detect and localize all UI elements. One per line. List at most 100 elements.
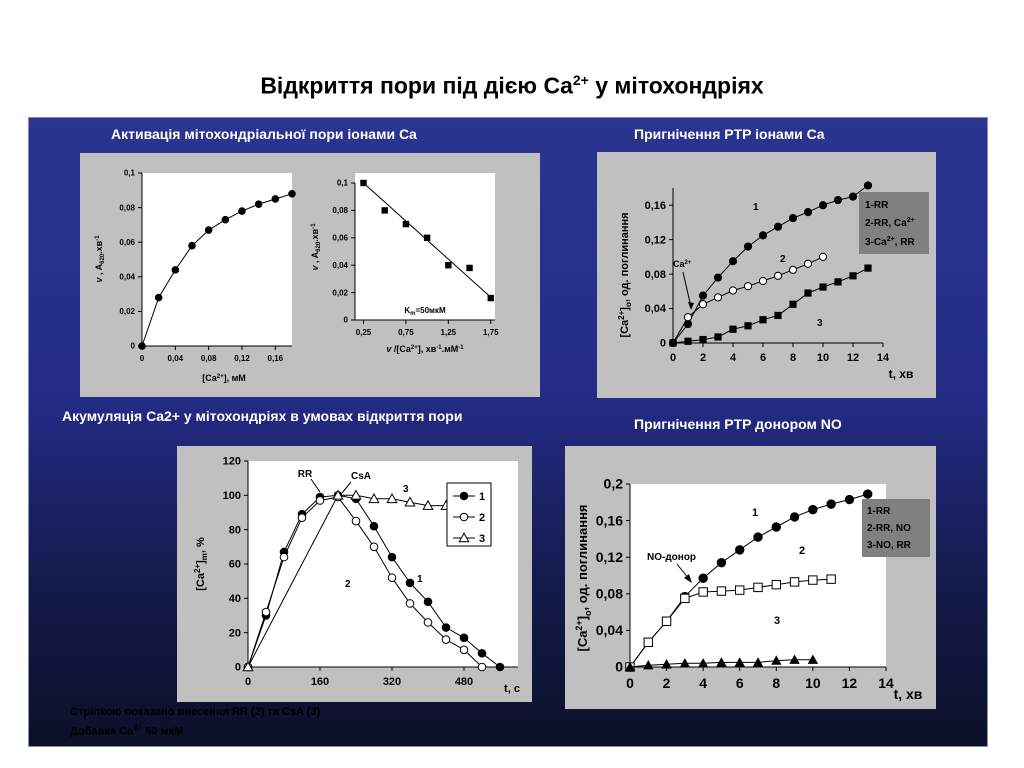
reciprocal-chart: 0 0,02 0,04 0,06 0,08 0,1 0,25 0,75 1,25 1,75	[332, 179, 499, 337]
no_inhibition-series-2-point	[661, 616, 672, 626]
reciprocal-xtick-label: 0,75	[398, 328, 414, 337]
heading-no-inhibition: Пригнічення PTP донором NO	[634, 416, 842, 432]
ca_inhibition-series-1-point	[743, 242, 753, 251]
no-curve-label-1: 1	[752, 507, 758, 519]
accumulation-series-2-point	[279, 552, 289, 562]
ca_inhibition-series-3-point	[819, 283, 827, 291]
kinetics-ytick-label: 0,08	[119, 203, 135, 212]
acc-legend-marker	[459, 512, 469, 522]
kinetics-series-1-point	[271, 195, 280, 203]
ca_inhibition-series-2-point	[773, 271, 783, 280]
kinetics-series-1-point	[221, 215, 230, 224]
no_inhibition-series-2-point	[771, 579, 781, 590]
no-inhibition-plot-box: 0 0,04 0,08 0,12 0,16 0,2 0 2 4 6 8 10 12 14 1 2 3 t, хв…	[565, 446, 936, 709]
ca_inhibition-ytick-label: 0,12	[645, 234, 666, 246]
reciprocal-series-1-point	[423, 234, 431, 241]
ca-curve-label-2: 2	[780, 254, 786, 265]
accumulation-series-2-point	[477, 662, 487, 672]
activation-charts: 0 0,02 0,04 0,06 0,08 0,1 0 0,04 0,08 0,12 0,16 [C…	[94, 169, 499, 383]
acc-legend-label: 3	[479, 533, 485, 545]
footnote: Стрілкою показано внесення RR (2) та CsA…	[70, 704, 320, 740]
accumulation-series-1-point	[459, 633, 469, 643]
ca_inhibition-series-3-point	[849, 272, 857, 280]
no_inhibition-ytick-label: 0,16	[596, 512, 623, 528]
no_inhibition-series-1-point	[844, 494, 855, 505]
reciprocal-ytick-label: 0	[344, 316, 349, 325]
kinetics-series-1-point	[154, 293, 163, 302]
heading-ca-inhibition: Пригнічення PTP іонами Ca	[634, 126, 825, 142]
ca-legend	[859, 192, 929, 254]
ca_inhibition-ytick-label: 0	[660, 338, 666, 350]
reciprocal-xtick-label: 1,25	[441, 328, 457, 337]
accumulation-series-3-point	[332, 489, 344, 500]
accumulation-series-1-point	[387, 552, 397, 562]
ca_inhibition-series-2-point	[728, 286, 738, 295]
accumulation-series-3-point	[368, 492, 380, 504]
accumulation-series-3-point	[242, 661, 254, 672]
kinetics-ytick-label: 0,1	[124, 169, 136, 178]
acc-legend-label: 2	[479, 512, 485, 524]
accumulation-series-2-point	[297, 513, 307, 522]
ca-legend-3: 3-Ca2+, RR	[865, 236, 915, 248]
ca-curve-label-3: 3	[817, 318, 823, 329]
ca_inhibition-xtick-label: 10	[817, 352, 829, 364]
no-curve-label-2: 2	[799, 545, 805, 557]
accumulation-series-3-point	[404, 496, 416, 507]
ca_inhibition-series-2-point	[803, 259, 813, 268]
acc-xlabel: t, c	[504, 683, 520, 695]
heading-accumulation: Акумуляція Ca2+ у мітохондріях в умовах …	[62, 408, 463, 424]
accumulation-series-2-point	[459, 645, 469, 655]
accumulation-series-2-point	[315, 496, 325, 505]
kinetics-xlabel: [Ca2+], мМ	[202, 373, 246, 383]
ca_inhibition-series-3-point	[714, 333, 722, 341]
ca-xlabel: t, хв	[889, 367, 914, 381]
kinetics-ytick-label: 0,02	[119, 307, 135, 316]
accumulation-plot-box: 0 20 40 60 80 100 120 0 160 320 480 1 2 3 t, c [Ca2+]…	[177, 446, 532, 702]
ca_inhibition-ytick-label: 0,04	[645, 303, 667, 315]
no_inhibition-series-1-point	[753, 532, 763, 542]
no_inhibition-xtick-label: 6	[736, 675, 744, 691]
reciprocal-xtick-label: 1,75	[483, 328, 499, 337]
heading-activation: Активація мітохондріальної пори іонами C…	[111, 126, 417, 142]
kinetics-ytick-label: 0,06	[119, 238, 135, 247]
reciprocal-series-1-point	[487, 294, 494, 302]
accumulation-ytick-label: 100	[223, 490, 241, 502]
ca-arrow-head	[688, 302, 694, 310]
ca_inhibition-series-3-point	[789, 300, 797, 308]
no_inhibition-series-1-point	[716, 557, 727, 568]
no_inhibition-series-2-point	[643, 637, 653, 647]
ca_inhibition-xtick-label: 8	[790, 352, 796, 364]
accumulation-series-2-point	[261, 607, 271, 617]
no_inhibition-series-3-point	[643, 659, 654, 670]
ca_inhibition-series-1-point	[833, 195, 843, 205]
ca_inhibition-series-1-point	[728, 257, 738, 266]
accumulation-series-1-point	[369, 521, 379, 531]
no-ylabel: [Ca2+]o, од. поглинання	[574, 504, 593, 651]
ca_inhibition-series-2-point	[758, 276, 768, 286]
accumulation-series-1-point	[477, 648, 487, 658]
no_inhibition-xtick-label: 0	[626, 675, 634, 691]
no_inhibition-series-2-point	[808, 575, 818, 585]
accumulation-series-3-point	[350, 489, 362, 500]
kinetics-ylabel: v , A620.хв-1	[94, 235, 106, 283]
kinetics-chart: 0 0,02 0,04 0,06 0,08 0,1 0 0,04 0,08 0,12 0,16	[119, 169, 296, 363]
ca_inhibition-series-1-line	[672, 184, 869, 344]
accumulation-ytick-label: 0	[235, 662, 241, 674]
no_inhibition-series-3-point	[752, 657, 764, 667]
acc-curve-label-1: 1	[417, 574, 423, 585]
ca_inhibition-series-3-point	[834, 278, 842, 286]
no-legend-2: 2-RR, NO	[867, 523, 911, 534]
accumulation-series-3-point	[422, 499, 434, 510]
reciprocal-ytick-label: 0,06	[332, 233, 348, 242]
accumulation-series-1-point	[441, 623, 451, 632]
ca_inhibition-xtick-label: 2	[700, 352, 706, 364]
ca-inhibition-plot-box: 0 0,04 0,08 0,12 0,16 0 2 4 6 8 10 12 14 1 2 3 t, хв [C…	[597, 152, 936, 398]
no_inhibition-xtick-label: 10	[805, 675, 821, 691]
reciprocal-series-1-point	[445, 262, 452, 269]
reciprocal-series-1-point	[360, 179, 367, 187]
page-title: Відкриття пори під дією Ca2+ у мітохондр…	[260, 72, 764, 99]
acc-legend-marker	[458, 532, 470, 543]
acc-arrow-rr: RR	[298, 469, 313, 480]
